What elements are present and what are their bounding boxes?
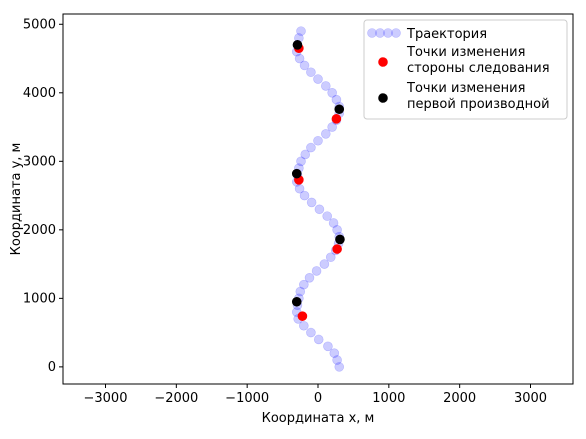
legend-marker-0-0: [367, 28, 377, 38]
y-axis-label: Координата y, м: [9, 143, 24, 256]
series-0-point-33: [313, 135, 323, 146]
legend-marker-0-2: [383, 28, 393, 38]
series-0-point-13: [304, 272, 315, 283]
legend-marker-0-1: [375, 28, 385, 38]
legend-marker-1-0: [378, 57, 388, 67]
legend-box: [363, 19, 568, 120]
series-1-point-1: [332, 244, 342, 254]
x-tick-label: −2000: [154, 391, 198, 406]
series-0-point-11: [295, 286, 306, 297]
legend-label-0: Траектория: [406, 27, 487, 42]
series-2-point-2: [291, 168, 302, 179]
x-tick-label: 2000: [443, 391, 476, 406]
x-tick-label: 3000: [514, 391, 547, 406]
series-0-point-41: [320, 81, 331, 91]
series-0-point-35: [327, 122, 337, 132]
x-tick-label: −1000: [225, 391, 269, 406]
series-0-point-44: [299, 60, 310, 71]
y-tick-label: 2000: [23, 223, 56, 238]
series-0-point-49: [296, 26, 306, 36]
y-tick-label: 0: [48, 360, 56, 375]
series-0-point-43: [306, 67, 316, 78]
series-0-point-30: [296, 156, 306, 167]
y-tick-label: 5000: [23, 17, 56, 32]
legend-marker-2-0: [378, 93, 388, 103]
series-2-point-0: [291, 296, 302, 307]
series-0-point-34: [320, 129, 331, 139]
series-0-point-6: [299, 320, 309, 331]
series-0-point-5: [306, 327, 316, 338]
series-1-point-3: [331, 114, 342, 124]
series-0-point-14: [311, 266, 322, 276]
legend-label-1: Точки изменения стороны следования: [406, 45, 550, 76]
legend: Траектория Точки изменения стороны следова…: [363, 19, 568, 120]
series-0-point-21: [328, 218, 339, 228]
x-tick-label: 0: [314, 391, 322, 406]
series-0-point-15: [319, 259, 330, 269]
series-0-point-0: [334, 362, 345, 372]
series-0-point-32: [306, 142, 316, 153]
series-0-point-16: [325, 252, 336, 263]
series-0-point-31: [300, 149, 311, 160]
y-tick-label: 3000: [23, 154, 56, 169]
series-0-point-25: [299, 190, 310, 201]
series-2-point-4: [292, 40, 303, 50]
x-tick-label: −3000: [84, 391, 128, 406]
legend-label-2: Точки изменения первой производной: [406, 81, 550, 112]
series-0-point-23: [314, 204, 325, 215]
series-0-point-20: [332, 225, 342, 235]
series-0-point-4: [313, 334, 324, 345]
series-0-point-1: [332, 355, 342, 365]
series-1-point-0: [297, 311, 308, 321]
series-0-point-40: [327, 87, 337, 98]
axis-ticks: −3000 −2000 −1000 0 1000 2000 3000 0 1000 2000 300…: [23, 17, 547, 406]
series-0-point-45: [294, 53, 305, 64]
series-0-point-39: [331, 94, 342, 105]
series-2-point-1: [335, 234, 345, 245]
x-axis-label: Координата x, м: [262, 411, 375, 426]
series-0-point-3: [323, 341, 333, 352]
legend-marker-0-3: [391, 28, 401, 38]
data-marks: [291, 26, 345, 372]
series-2-point-3: [334, 104, 345, 115]
series-0-point-42: [313, 74, 323, 84]
x-tick-label: 1000: [372, 391, 405, 406]
y-tick-label: 1000: [23, 291, 56, 306]
y-tick-label: 4000: [23, 86, 56, 101]
series-0-point-12: [299, 279, 309, 290]
series-0-point-24: [306, 197, 317, 208]
series-0-point-2: [329, 348, 340, 358]
series-0-point-22: [322, 211, 333, 221]
